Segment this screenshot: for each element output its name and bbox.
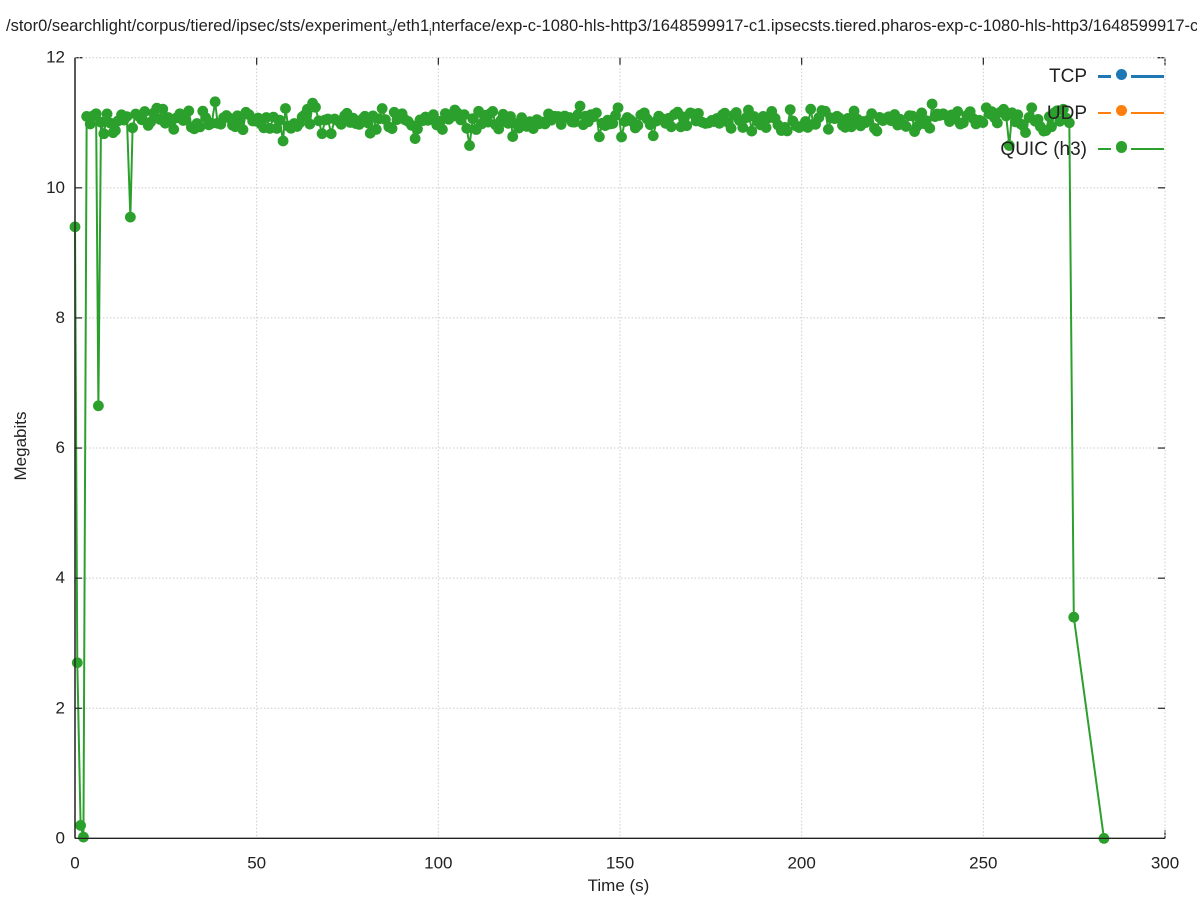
svg-text:200: 200 (787, 853, 815, 872)
svg-text:150: 150 (606, 853, 634, 872)
svg-text:2: 2 (56, 698, 65, 717)
svg-text:250: 250 (969, 853, 997, 872)
svg-text:12: 12 (46, 48, 65, 67)
svg-text:0: 0 (70, 853, 79, 872)
svg-text:8: 8 (56, 308, 65, 327)
svg-text:100: 100 (424, 853, 452, 872)
svg-text:10: 10 (46, 178, 65, 197)
svg-text:0: 0 (56, 828, 65, 847)
svg-text:50: 50 (247, 853, 266, 872)
svg-text:300: 300 (1151, 853, 1179, 872)
svg-text:4: 4 (56, 568, 65, 587)
svg-text:6: 6 (56, 438, 65, 457)
